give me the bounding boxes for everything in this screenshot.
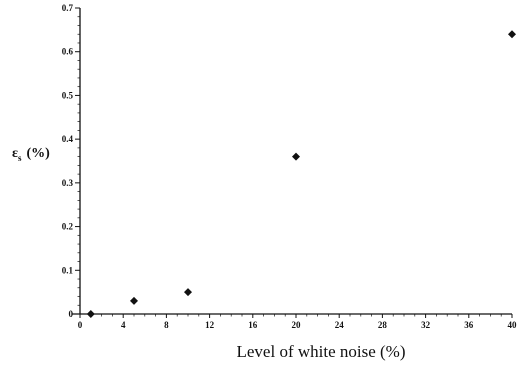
- y-tick-label: 0.6: [62, 47, 74, 57]
- x-tick-label: 0: [78, 320, 83, 330]
- y-tick-label: 0.4: [62, 134, 74, 144]
- x-axis-label: Level of white noise (%): [237, 342, 406, 361]
- x-tick-label: 12: [205, 320, 215, 330]
- y-tick-label: 0: [69, 309, 74, 319]
- x-tick-label: 36: [464, 320, 474, 330]
- y-axis-label-unit: (%): [27, 146, 51, 161]
- x-tick-label: 20: [292, 320, 302, 330]
- y-axis-label: εs (%): [12, 146, 50, 163]
- y-tick-label: 0.3: [62, 178, 74, 188]
- data-point: [184, 288, 192, 297]
- y-tick-label: 0.5: [62, 90, 74, 100]
- x-tick-label: 4: [121, 320, 126, 330]
- y-axis-label-symbol: ε: [12, 146, 18, 161]
- data-points: [86, 30, 516, 318]
- x-tick-label: 32: [421, 320, 431, 330]
- data-point: [130, 296, 138, 305]
- x-tick-label: 16: [248, 320, 258, 330]
- x-tick-label: 40: [508, 320, 518, 330]
- data-point: [86, 310, 95, 318]
- y-tick-label: 0.1: [62, 265, 74, 275]
- y-tick-label: 0.7: [62, 3, 74, 13]
- axes: [72, 8, 512, 315]
- x-tick-label: 24: [335, 320, 345, 330]
- data-point: [508, 30, 516, 39]
- tick-marks: 0 0.1 0.2 0.3 0.4 0.5 0.6 0.7 0 4 8 12 16 20 24 28 32 36 4…: [62, 3, 517, 330]
- data-point: [292, 152, 300, 161]
- y-axis-label-subscript: s: [18, 153, 22, 163]
- y-tick-label: 0.2: [62, 222, 74, 232]
- x-tick-label: 8: [164, 320, 169, 330]
- x-tick-label: 28: [378, 320, 388, 330]
